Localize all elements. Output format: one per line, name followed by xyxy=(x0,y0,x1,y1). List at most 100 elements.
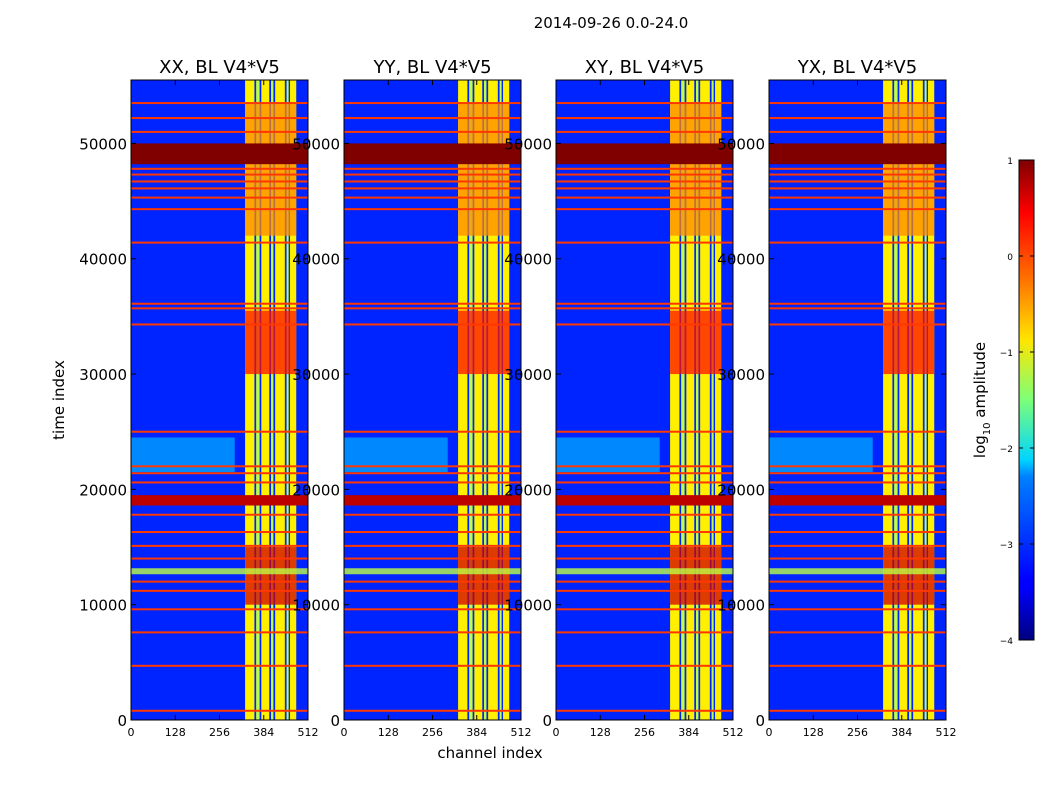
heatmap-flag-line xyxy=(556,513,733,516)
x-tick-label: 512 xyxy=(511,726,532,739)
heatmap-flag-line xyxy=(556,130,733,133)
heatmap-flag-line xyxy=(769,608,946,611)
panels: XX, BL V4*V5 0 10000 20000 30000 40000 50000 0 1… xyxy=(79,57,956,739)
colorbar-tick-label: 1 xyxy=(1007,157,1013,167)
heatmap-flag-line xyxy=(344,589,521,592)
heatmap-flag-line xyxy=(556,580,733,583)
y-tick-label: 10000 xyxy=(292,597,340,615)
heatmap-saturated-band xyxy=(769,143,946,165)
y-tick-label: 40000 xyxy=(504,251,552,269)
heatmap-flag-line xyxy=(769,102,946,105)
heatmap-flag-line xyxy=(344,130,521,133)
x-axis-label: channel index xyxy=(437,744,542,762)
heatmap-flag-line xyxy=(131,430,308,433)
heatmap-rfi-column xyxy=(503,80,510,720)
colorbar-gradient xyxy=(1018,159,1035,641)
panel-title: XX, BL V4*V5 xyxy=(159,57,280,78)
heatmap-flag-line xyxy=(131,608,308,611)
heatmap-rfi-column xyxy=(913,80,923,720)
x-tick-label: 0 xyxy=(553,726,560,739)
y-tick-label: 40000 xyxy=(717,251,765,269)
y-tick-label: 50000 xyxy=(717,135,765,153)
heatmap-flag-line xyxy=(769,196,946,199)
heatmap-flag-line xyxy=(556,167,733,170)
panel-3: XY, BL V4*V5 0 10000 20000 30000 40000 50000 0 1… xyxy=(504,57,743,739)
heatmap-rfi-column xyxy=(488,80,498,720)
heatmap-flag-line xyxy=(556,465,733,468)
heatmap-flag-line xyxy=(769,557,946,560)
colorbar-tick-label: 0 xyxy=(1007,253,1013,263)
y-tick-label: 40000 xyxy=(292,251,340,269)
heatmap-flag-line xyxy=(556,589,733,592)
heatmap-flag-line xyxy=(556,241,733,244)
heatmap-flag-line xyxy=(131,307,308,310)
heatmap-flag-line xyxy=(769,323,946,326)
heatmap-flag-line xyxy=(556,180,733,183)
heatmap-rfi-column xyxy=(715,80,722,720)
heatmap-flag-line xyxy=(131,173,308,176)
y-tick-label: 50000 xyxy=(292,135,340,153)
panel-title: XY, BL V4*V5 xyxy=(585,57,704,78)
heatmap-flag-line xyxy=(344,608,521,611)
x-tick-label: 512 xyxy=(723,726,744,739)
heatmap-rfi-column xyxy=(681,80,685,720)
heatmap-rfi-column xyxy=(271,80,274,720)
heatmap-saturated-band xyxy=(556,143,733,165)
heatmap-flag-line xyxy=(344,102,521,105)
heatmap-saturated-band xyxy=(131,495,308,506)
heatmap-flag-line xyxy=(344,709,521,712)
heatmap-flag-line xyxy=(556,709,733,712)
heatmap-flag-line xyxy=(556,196,733,199)
heatmap-flag-line xyxy=(769,173,946,176)
heatmap-flag-line xyxy=(344,664,521,667)
y-tick-label: 50000 xyxy=(79,135,127,153)
heatmap-flag-line xyxy=(131,196,308,199)
heatmap-flag-line xyxy=(344,580,521,583)
heatmap-flag-line xyxy=(769,513,946,516)
heatmap-flag-line xyxy=(769,664,946,667)
heatmap-flag-line xyxy=(556,307,733,310)
colorbar-tick-label: −4 xyxy=(1000,637,1014,647)
figure-title: 2014-09-26 0.0-24.0 xyxy=(534,14,689,32)
heatmap-streak xyxy=(556,568,733,575)
heatmap-flag-line xyxy=(131,117,308,120)
heatmap-flag-line xyxy=(769,241,946,244)
x-tick-label: 0 xyxy=(128,726,135,739)
heatmap-saturated-band xyxy=(344,143,521,165)
heatmap-flag-line xyxy=(769,531,946,534)
heatmap-flag-line xyxy=(556,187,733,190)
heatmap-flag-line xyxy=(131,167,308,170)
heatmap-flag-line xyxy=(344,117,521,120)
heatmap-flag-line xyxy=(344,167,521,170)
heatmap-flag-line xyxy=(769,481,946,484)
x-tick-label: 256 xyxy=(634,726,655,739)
y-tick-label: 10000 xyxy=(504,597,552,615)
heatmap-flag-line xyxy=(131,102,308,105)
heatmap-flag-line xyxy=(344,531,521,534)
heatmap-flag-line xyxy=(769,430,946,433)
heatmap-rfi-burst xyxy=(245,547,297,605)
y-tick-label: 0 xyxy=(117,712,127,730)
heatmap-flag-line xyxy=(769,180,946,183)
x-tick-label: 256 xyxy=(209,726,230,739)
heatmap-rfi-column xyxy=(261,80,270,720)
panel-1: XX, BL V4*V5 0 10000 20000 30000 40000 50000 0 1… xyxy=(79,57,318,739)
x-tick-label: 384 xyxy=(678,726,699,739)
heatmap-flag-line xyxy=(131,180,308,183)
heatmap-flag-line xyxy=(769,465,946,468)
panel-title: YX, BL V4*V5 xyxy=(797,57,917,78)
heatmap-flag-line xyxy=(131,323,308,326)
y-tick-label: 20000 xyxy=(79,481,127,499)
heatmap-flag-line xyxy=(131,241,308,244)
heatmap-flag-line xyxy=(769,544,946,547)
colorbar-label: log10 amplitude xyxy=(971,342,993,458)
heatmap-flag-line xyxy=(131,557,308,560)
heatmap-flag-line xyxy=(344,302,521,305)
y-tick-label: 10000 xyxy=(717,597,765,615)
x-tick-label: 0 xyxy=(766,726,773,739)
heatmap-rfi-burst xyxy=(458,547,510,605)
heatmap-flag-line xyxy=(131,544,308,547)
heatmap-flag-line xyxy=(769,307,946,310)
heatmap-flag-line xyxy=(344,465,521,468)
y-tick-label: 50000 xyxy=(504,135,552,153)
